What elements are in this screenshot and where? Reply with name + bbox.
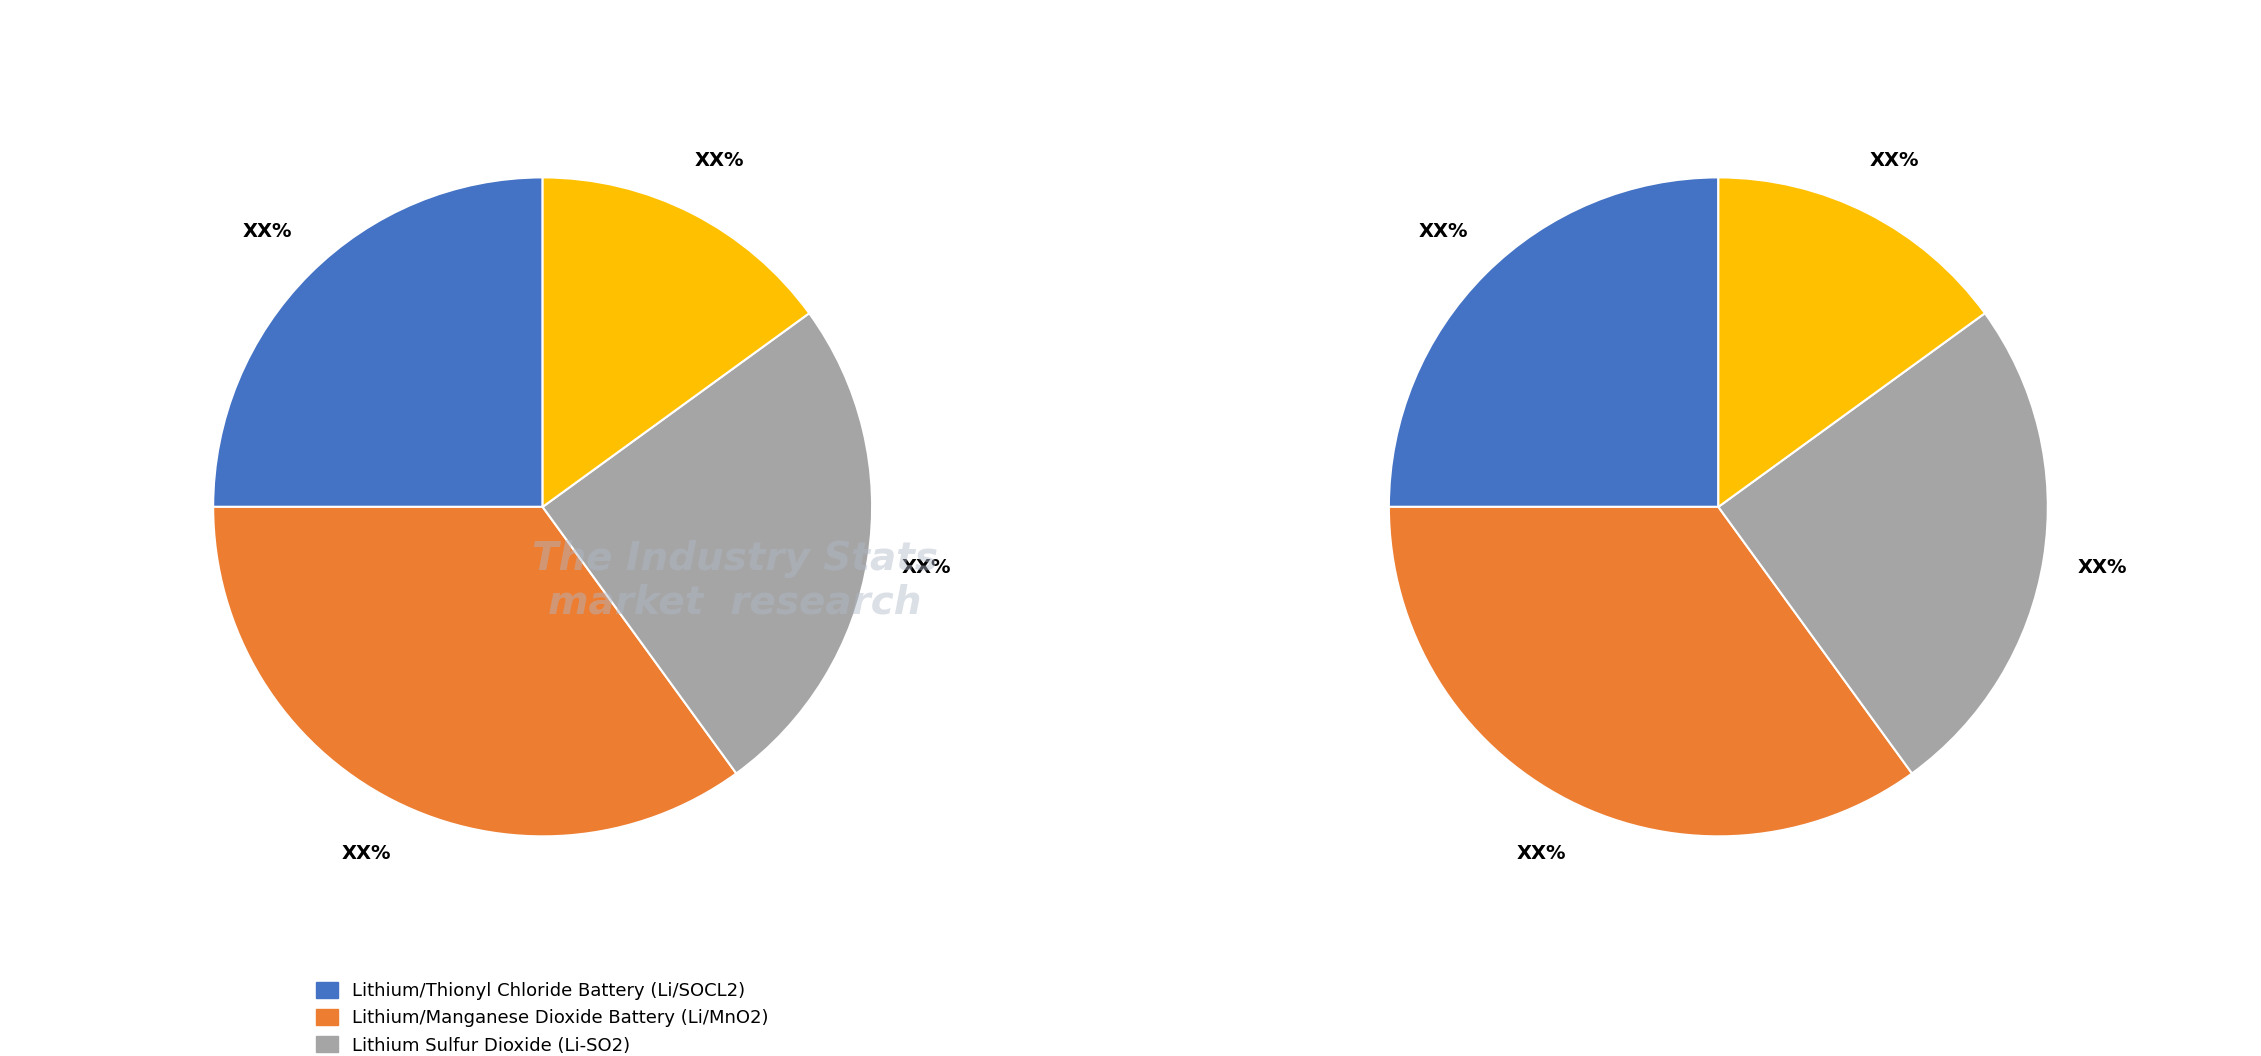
Wedge shape bbox=[213, 507, 737, 836]
Text: Fig. Global Primary Lithium Battery Market Share by Product Types & Application: Fig. Global Primary Lithium Battery Mark… bbox=[41, 40, 1192, 64]
Text: XX%: XX% bbox=[1418, 223, 1467, 242]
Wedge shape bbox=[213, 177, 543, 507]
Wedge shape bbox=[1718, 314, 2048, 773]
Wedge shape bbox=[1718, 177, 1985, 507]
Text: XX%: XX% bbox=[341, 844, 391, 863]
Wedge shape bbox=[1388, 177, 1718, 507]
Wedge shape bbox=[543, 314, 873, 773]
Text: XX%: XX% bbox=[2078, 559, 2128, 578]
Wedge shape bbox=[543, 177, 809, 507]
Legend: Lithium/Thionyl Chloride Battery (Li/SOCL2), Lithium/Manganese Dioxide Battery (: Lithium/Thionyl Chloride Battery (Li/SOC… bbox=[307, 973, 778, 1056]
Wedge shape bbox=[1388, 507, 1913, 836]
Text: Source: Theindustrystats Analysis: Source: Theindustrystats Analysis bbox=[45, 1004, 391, 1023]
Text: XX%: XX% bbox=[242, 223, 292, 242]
Legend: Industrial, Medical, Consumer Electronics, Others: Industrial, Medical, Consumer Electronic… bbox=[1377, 1055, 2060, 1056]
Text: XX%: XX% bbox=[1517, 844, 1567, 863]
Text: XX%: XX% bbox=[902, 559, 952, 578]
Text: XX%: XX% bbox=[694, 151, 744, 170]
Text: Email: sales@theindustrystats.com: Email: sales@theindustrystats.com bbox=[952, 1004, 1309, 1023]
Text: Website: www.theindustrystats.com: Website: www.theindustrystats.com bbox=[1847, 1004, 2216, 1023]
Text: XX%: XX% bbox=[1870, 151, 1920, 170]
Text: The Industry Stats
market  research: The Industry Stats market research bbox=[531, 540, 938, 622]
